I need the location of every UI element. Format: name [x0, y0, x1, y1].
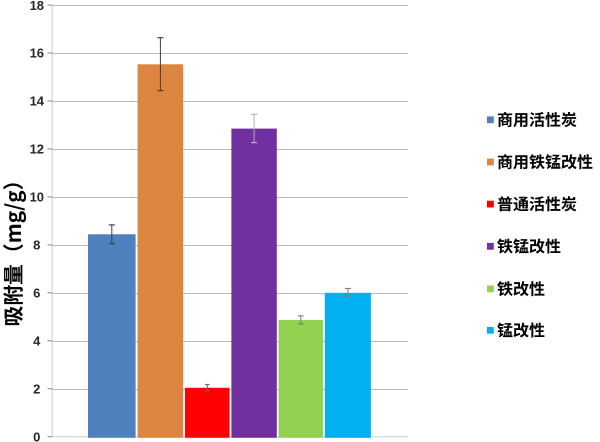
- svg-text:18: 18: [30, 0, 44, 13]
- svg-text:4: 4: [33, 334, 41, 349]
- svg-text:2: 2: [33, 381, 40, 396]
- svg-text:0: 0: [33, 429, 40, 442]
- svg-text:12: 12: [30, 142, 44, 157]
- svg-text:16: 16: [30, 46, 44, 61]
- svg-text:14: 14: [30, 94, 45, 109]
- svg-text:8: 8: [33, 238, 40, 253]
- svg-text:6: 6: [33, 286, 40, 301]
- svg-text:10: 10: [30, 190, 44, 205]
